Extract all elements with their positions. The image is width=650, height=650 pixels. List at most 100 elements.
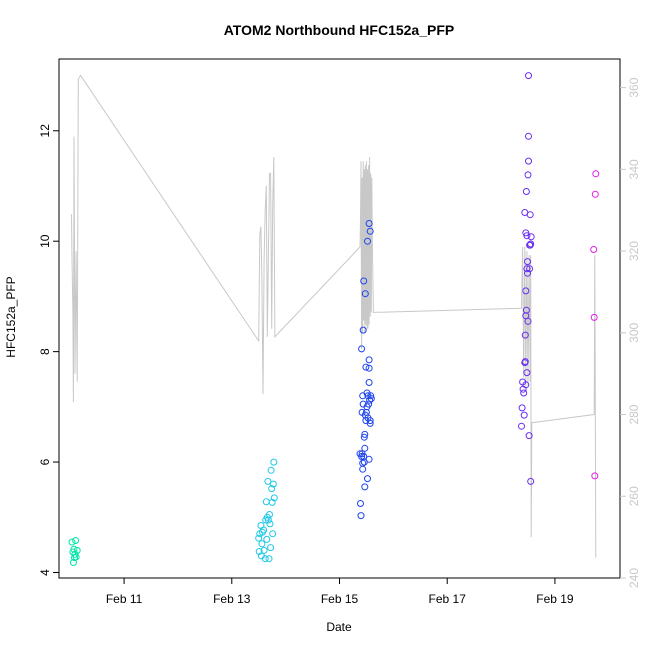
data-point-s2-1 [357,500,364,507]
y-tick-label: 4 [38,569,52,576]
data-point-s2-36 [366,396,374,404]
y-tick-label: 6 [38,458,52,465]
y-tick-label: 8 [38,348,52,355]
data-point-s1-3 [257,522,265,529]
y2-tick-label: 320 [627,241,641,261]
data-point-s3-20 [524,269,531,277]
data-point-s3-26 [525,432,533,440]
data-point-s3-16 [523,369,531,377]
data-point-s1-12 [263,535,271,543]
data-point-s2-34 [365,455,373,463]
y-axis-label: HFC152a_PFP [4,276,18,357]
data-point-s0-0 [68,538,76,546]
data-point-s3-25 [525,157,532,165]
data-point-s1-20 [267,466,275,474]
data-point-s4-0 [590,246,598,253]
data-point-s1-18 [266,520,274,528]
data-point-s1-8 [260,546,268,554]
data-point-s1-25 [270,458,278,466]
data-point-s2-41 [367,395,375,403]
data-point-s2-4 [358,453,366,460]
y2-tick-label: 240 [627,568,641,588]
y-tick-label: 10 [38,234,52,248]
data-point-s2-18 [361,444,369,452]
data-point-s4-2 [591,472,599,480]
data-point-s3-19 [524,258,531,266]
data-point-s3-29 [526,211,534,219]
data-point-s2-9 [359,459,367,467]
data-point-s3-0 [518,422,525,430]
x-tick-label: Feb 15 [321,592,359,606]
data-point-s4-4 [592,170,600,178]
data-point-s3-17 [523,265,531,273]
data-point-s1-7 [260,526,268,534]
data-point-s3-21 [524,171,532,179]
data-point-s2-7 [359,465,367,473]
data-point-s2-35 [365,356,373,364]
y2-tick-label: 360 [627,77,641,97]
data-point-s3-32 [527,240,535,248]
data-point-s1-11 [262,498,270,506]
data-point-s2-10 [359,326,367,334]
data-point-s3-27 [526,265,534,273]
data-point-s0-7 [72,553,80,561]
data-point-s3-23 [525,132,532,140]
data-point-s3-1 [518,404,526,412]
data-point-s4-3 [591,190,599,198]
data-point-s3-24 [525,72,532,80]
data-point-s2-27 [364,475,371,483]
data-point-s1-23 [269,530,277,538]
data-point-s3-13 [522,381,530,389]
data-point-s3-33 [527,233,535,241]
data-point-s3-5 [520,411,528,419]
data-point-s3-9 [521,331,529,339]
data-point-s3-18 [523,232,531,240]
data-point-s2-39 [366,417,374,425]
data-point-s2-16 [361,430,369,438]
data-point-s2-32 [365,379,373,386]
data-point-s1-5 [258,540,266,548]
x-axis-label: Date [326,620,352,634]
data-point-s2-19 [361,290,369,298]
data-point-s3-8 [521,358,529,366]
data-point-s1-14 [264,477,272,485]
data-point-s3-31 [527,477,535,485]
altitude-line [71,74,597,558]
chart-title: ATOM2 Northbound HFC152a_PFP [224,22,455,38]
data-point-s1-21 [268,485,276,493]
data-point-s1-19 [267,544,275,552]
data-point-s2-40 [367,392,375,400]
data-point-s1-22 [268,498,276,506]
data-point-s1-16 [265,555,273,563]
data-point-s2-12 [360,277,368,285]
data-point-s2-26 [364,237,371,245]
data-point-s2-14 [360,433,368,441]
data-point-s1-1 [255,548,263,555]
x-tick-label: Feb 19 [536,592,574,606]
data-point-s2-2 [357,512,365,520]
data-point-s4-1 [590,313,598,321]
data-point-s3-22 [524,317,532,325]
data-point-s1-17 [266,511,273,518]
data-point-s0-2 [69,559,77,566]
data-point-s2-38 [366,227,374,235]
data-point-s2-33 [365,364,373,372]
plot-area: Feb 11 Feb 13 Feb 15 Feb 17 Feb 19 4 6 8 10 12 240… [38,58,641,606]
data-point-s2-3 [358,345,366,353]
data-point-s0-8 [73,546,81,554]
data-point-s3-15 [522,188,530,195]
data-point-s2-31 [365,220,373,227]
data-point-s1-9 [261,555,269,563]
data-point-s0-6 [72,537,80,544]
data-point-s1-0 [255,534,263,542]
y2-tick-label: 300 [627,322,641,342]
y-tick-label: 12 [38,124,52,138]
data-point-s0-3 [70,545,78,553]
y2-tick-label: 260 [627,486,641,506]
data-point-s2-37 [366,419,374,427]
data-point-s3-10 [522,287,530,295]
x-tick-label: Feb 17 [429,592,467,606]
data-point-s3-4 [520,389,528,397]
